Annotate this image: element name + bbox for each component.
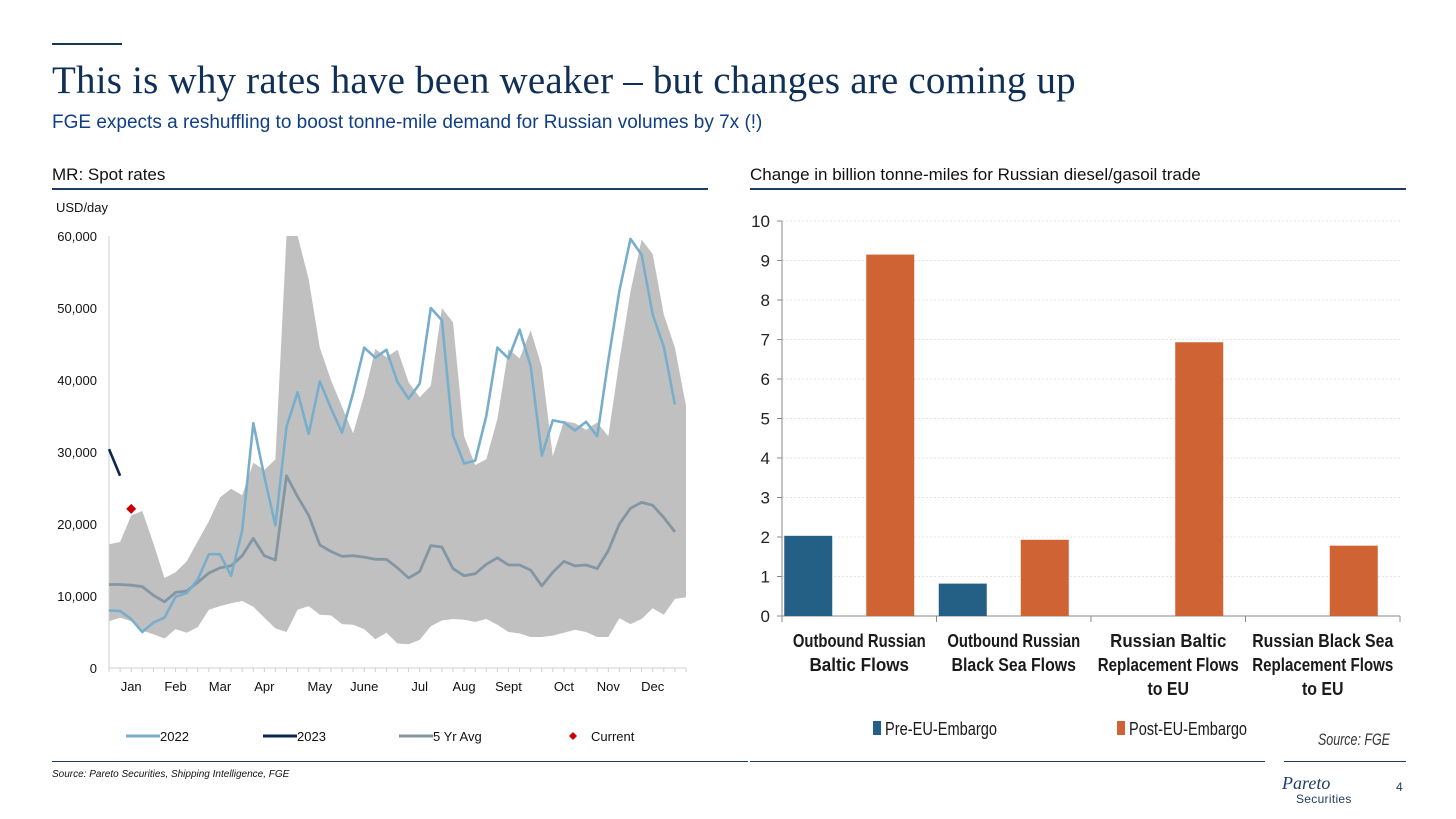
current-marker (126, 503, 137, 514)
y-tick-label: 50,000 (57, 301, 97, 316)
x-tick-label: May (308, 679, 333, 694)
x-category-label: Russian Baltic (1110, 631, 1226, 651)
bar-post-embargo (1329, 545, 1378, 616)
series-2022-line (108, 237, 677, 634)
page-subtitle: FGE expects a reshuffling to boost tonne… (52, 112, 763, 133)
series-2023-line (107, 448, 122, 477)
title-accent-rule (52, 43, 122, 45)
left-panel-title: MR: Spot rates (52, 165, 166, 184)
bar-pre-embargo (784, 535, 833, 616)
x-tick-label: Mar (209, 679, 232, 694)
right-panel-title: Change in billion tonne-miles for Russia… (750, 165, 1201, 184)
y-tick-label: 10,000 (57, 589, 97, 604)
y-tick-label: 9 (761, 252, 770, 271)
series-5yr-avg-line (109, 474, 677, 604)
footer-rule-left (52, 761, 748, 762)
x-category-label: Replacement Flows (1098, 655, 1239, 675)
page-number: 4 (1396, 780, 1403, 794)
y-tick-label: 7 (761, 331, 770, 350)
y-tick-label: 8 (761, 291, 770, 310)
x-tick-label: Sept (495, 679, 522, 694)
page-title: This is why rates have been weaker – but… (52, 59, 1076, 102)
y-tick-label: 6 (761, 370, 770, 389)
logo-top-text: Pareto (1282, 773, 1331, 793)
x-tick-label: Apr (254, 679, 275, 694)
bar-pre-embargo (938, 583, 987, 616)
footer-rule-right (750, 761, 1265, 762)
x-tick-label: Jul (411, 679, 428, 694)
x-tick-label: Feb (164, 679, 186, 694)
x-category-label: Outbound Russian (793, 631, 926, 651)
x-tick-label: Dec (641, 679, 665, 694)
x-category-label: to EU (1302, 679, 1344, 699)
legend-5yr-avg-label: 5 Yr Avg (433, 729, 482, 744)
x-category-label: Outbound Russian (947, 631, 1080, 651)
y-tick-label: 1 (761, 568, 770, 587)
y-tick-label: 4 (761, 449, 770, 468)
y-tick-label: 20,000 (57, 517, 97, 532)
legend-current-label: Current (591, 729, 635, 744)
y-tick-label: 0 (90, 661, 97, 676)
left-panel-rule (52, 188, 708, 190)
y-tick-label: 5 (761, 410, 770, 429)
y-tick-label: 2 (761, 528, 770, 547)
y-axis-unit-label: USD/day (56, 200, 109, 215)
x-category-label: Baltic Flows (809, 655, 909, 675)
fge-source-label: Source: FGE (1318, 730, 1390, 749)
x-tick-label: Aug (453, 679, 476, 694)
bar-post-embargo (1020, 539, 1069, 616)
tonne-miles-chart: 0 1 2 3 4 5 6 7 8 9 10 Outbound Russian Baltic Flows… (751, 212, 1401, 749)
legend-current-swatch (569, 732, 577, 740)
y-tick-label: 0 (761, 607, 770, 626)
x-category-label: to EU (1148, 679, 1190, 699)
x-tick-label: Nov (597, 679, 621, 694)
bar-post-embargo (1175, 342, 1224, 616)
footer-rule-logo (1284, 761, 1406, 762)
legend-2023-label: 2023 (297, 729, 326, 744)
x-tick-label: June (350, 679, 378, 694)
legend-pre-embargo-label: Pre-EU-Embargo (885, 719, 997, 739)
x-tick-label: Oct (554, 679, 575, 694)
bar-post-embargo (866, 254, 915, 616)
legend-post-embargo-swatch (1117, 721, 1125, 735)
y-tick-label: 3 (761, 489, 770, 508)
spot-rates-chart: USD/day 0 10,000 20,000 30,000 40,000 50,000 60… (56, 200, 687, 744)
legend-2022-label: 2022 (160, 729, 189, 744)
x-category-label: Russian Black Sea (1252, 631, 1394, 651)
legend-pre-embargo-swatch (873, 721, 881, 735)
y-tick-label: 10 (751, 212, 770, 231)
legend-post-embargo-label: Post-EU-Embargo (1129, 719, 1247, 739)
x-category-label: Replacement Flows (1252, 655, 1393, 675)
x-tick-label: Jan (121, 679, 142, 694)
pareto-logo: Pareto Securities (1282, 773, 1352, 806)
footer-source: Source: Pareto Securities, Shipping Inte… (52, 769, 290, 780)
y-tick-label: 30,000 (57, 445, 97, 460)
y-tick-label: 60,000 (57, 229, 97, 244)
right-panel-rule (750, 188, 1406, 190)
logo-bottom-text: Securities (1296, 792, 1352, 806)
five-year-range-band (109, 236, 686, 645)
y-tick-label: 40,000 (57, 373, 97, 388)
x-category-label: Black Sea Flows (952, 655, 1077, 675)
